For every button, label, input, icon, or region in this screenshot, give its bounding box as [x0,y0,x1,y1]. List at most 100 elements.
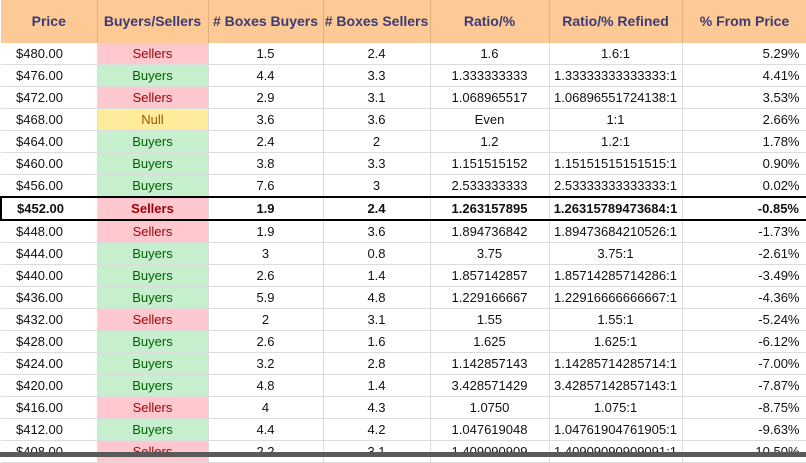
price-cell[interactable]: $476.00 [1,64,98,87]
boxes-sellers-cell[interactable]: 4.2 [323,418,431,441]
buyers-sellers-cell[interactable]: Buyers [97,242,209,265]
buyers-sellers-cell[interactable]: Sellers [97,220,209,243]
price-cell[interactable]: $464.00 [1,130,98,153]
boxes-sellers-cell[interactable]: 4.3 [323,396,431,419]
price-cell[interactable]: $448.00 [1,220,98,243]
header-boxes-sellers[interactable]: # Boxes Sellers [323,0,431,43]
buyers-sellers-cell[interactable]: Sellers [97,86,209,109]
buyers-sellers-cell[interactable]: Buyers [97,174,209,198]
ratio-refined-cell[interactable]: 1.2:1 [549,130,683,153]
boxes-buyers-cell[interactable]: 4 [208,396,324,419]
price-cell[interactable]: $456.00 [1,174,98,198]
price-cell[interactable]: $416.00 [1,396,98,419]
ratio-cell[interactable]: 1.047619048 [430,418,550,441]
boxes-buyers-cell[interactable]: 3.8 [208,152,324,175]
boxes-sellers-cell[interactable]: 1.6 [323,330,431,353]
header-boxes-buyers[interactable]: # Boxes Buyers [208,0,324,43]
boxes-sellers-cell[interactable]: 3.3 [323,152,431,175]
ratio-cell[interactable]: 1.2 [430,130,550,153]
percent-from-price-cell[interactable]: -4.36% [682,286,806,309]
boxes-buyers-cell[interactable]: 7.6 [208,174,324,198]
header-percent-from-price[interactable]: % From Price [682,0,806,43]
percent-from-price-cell[interactable]: 2.66% [682,108,806,131]
ratio-refined-cell[interactable]: 1.89473684210526:1 [549,220,683,243]
ratio-refined-cell[interactable]: 1.625:1 [549,330,683,353]
boxes-buyers-cell[interactable]: 2.6 [208,264,324,287]
buyers-sellers-cell[interactable]: Buyers [97,64,209,87]
ratio-refined-cell[interactable]: 1.85714285714286:1 [549,264,683,287]
buyers-sellers-cell[interactable]: Sellers [97,396,209,419]
boxes-sellers-cell[interactable]: 3.1 [323,86,431,109]
buyers-sellers-cell[interactable]: Sellers [97,43,209,65]
boxes-buyers-cell[interactable]: 5.9 [208,286,324,309]
ratio-cell[interactable]: 1.142857143 [430,352,550,375]
ratio-refined-cell[interactable]: 3.75:1 [549,242,683,265]
buyers-sellers-cell[interactable]: Buyers [97,330,209,353]
header-buyers-sellers[interactable]: Buyers/Sellers [97,0,209,43]
boxes-sellers-cell[interactable]: 3.3 [323,64,431,87]
buyers-sellers-cell[interactable]: Buyers [97,374,209,397]
percent-from-price-cell[interactable]: -1.73% [682,220,806,243]
price-cell[interactable]: $424.00 [1,352,98,375]
ratio-refined-cell[interactable]: 1.06896551724138:1 [549,86,683,109]
percent-from-price-cell[interactable]: -7.87% [682,374,806,397]
buyers-sellers-cell[interactable]: Sellers [97,196,209,221]
ratio-cell[interactable]: 1.894736842 [430,220,550,243]
boxes-sellers-cell[interactable]: 2.4 [323,43,431,65]
boxes-buyers-cell[interactable]: 1.9 [208,220,324,243]
boxes-buyers-cell[interactable]: 4.4 [208,64,324,87]
boxes-buyers-cell[interactable]: 1.5 [208,43,324,65]
percent-from-price-cell[interactable]: -6.12% [682,330,806,353]
price-cell[interactable]: $436.00 [1,286,98,309]
boxes-buyers-cell[interactable]: 3 [208,242,324,265]
boxes-buyers-cell[interactable]: 3.2 [208,352,324,375]
boxes-buyers-cell[interactable]: 2.6 [208,330,324,353]
boxes-sellers-cell[interactable]: 4.8 [323,286,431,309]
ratio-cell[interactable]: 1.0750 [430,396,550,419]
boxes-sellers-cell[interactable]: 3.1 [323,308,431,331]
percent-from-price-cell[interactable]: 4.41% [682,64,806,87]
ratio-refined-cell[interactable]: 1.14285714285714:1 [549,352,683,375]
price-cell[interactable]: $428.00 [1,330,98,353]
ratio-cell[interactable]: 1.151515152 [430,152,550,175]
buyers-sellers-cell[interactable]: Buyers [97,130,209,153]
ratio-cell[interactable]: 1.068965517 [430,86,550,109]
buyers-sellers-cell[interactable]: Null [97,108,209,131]
boxes-buyers-cell[interactable]: 2.4 [208,130,324,153]
price-cell[interactable]: $460.00 [1,152,98,175]
ratio-cell[interactable]: 3.428571429 [430,374,550,397]
buyers-sellers-cell[interactable]: Buyers [97,418,209,441]
buyers-sellers-cell[interactable]: Buyers [97,352,209,375]
percent-from-price-cell[interactable]: 1.78% [682,130,806,153]
ratio-refined-cell[interactable]: 1.33333333333333:1 [549,64,683,87]
boxes-buyers-cell[interactable]: 4.8 [208,374,324,397]
percent-from-price-cell[interactable]: -8.75% [682,396,806,419]
price-cell[interactable]: $444.00 [1,242,98,265]
percent-from-price-cell[interactable]: -9.63% [682,418,806,441]
percent-from-price-cell[interactable]: 3.53% [682,86,806,109]
ratio-cell[interactable]: 1.6 [430,43,550,65]
price-cell[interactable]: $412.00 [1,418,98,441]
boxes-sellers-cell[interactable]: 2.8 [323,352,431,375]
ratio-cell[interactable]: 1.625 [430,330,550,353]
ratio-refined-cell[interactable]: 1.22916666666667:1 [549,286,683,309]
ratio-cell[interactable]: 3.75 [430,242,550,265]
price-cell[interactable]: $420.00 [1,374,98,397]
boxes-buyers-cell[interactable]: 3.6 [208,108,324,131]
ratio-cell[interactable]: 2.533333333 [430,174,550,198]
ratio-refined-cell[interactable]: 1.075:1 [549,396,683,419]
ratio-cell[interactable]: 1.263157895 [430,196,550,221]
ratio-refined-cell[interactable]: 1:1 [549,108,683,131]
percent-from-price-cell[interactable]: 5.29% [682,43,806,65]
boxes-sellers-cell[interactable]: 1.4 [323,374,431,397]
buyers-sellers-cell[interactable]: Sellers [97,308,209,331]
boxes-sellers-cell[interactable]: 2.4 [323,196,431,221]
ratio-cell[interactable]: 1.229166667 [430,286,550,309]
ratio-refined-cell[interactable]: 1.26315789473684:1 [549,196,683,221]
percent-from-price-cell[interactable]: -3.49% [682,264,806,287]
header-ratio-refined[interactable]: Ratio/% Refined [549,0,683,43]
buyers-sellers-cell[interactable]: Buyers [97,152,209,175]
boxes-buyers-cell[interactable]: 1.9 [208,196,324,221]
percent-from-price-cell[interactable]: -2.61% [682,242,806,265]
ratio-refined-cell[interactable]: 2.53333333333333:1 [549,174,683,198]
